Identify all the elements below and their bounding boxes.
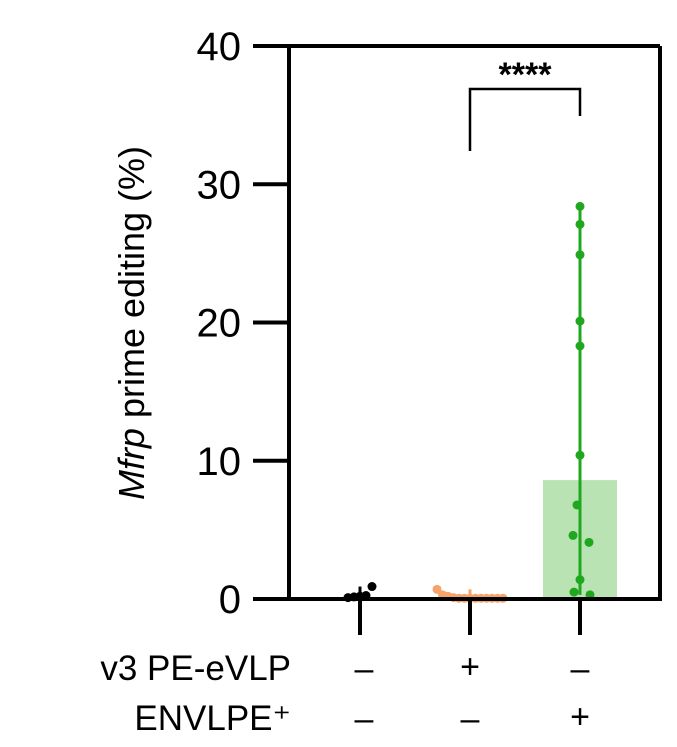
data-point — [367, 582, 377, 592]
condition-label: v3 PE-eVLP — [100, 649, 291, 688]
data-point — [575, 201, 585, 211]
data-point — [568, 530, 578, 540]
significance-bracket: **** — [468, 56, 582, 151]
data-point — [575, 219, 585, 229]
condition-value: – — [355, 650, 374, 688]
y-tick-label: 10 — [197, 440, 242, 484]
y-axis-label: Mfrp prime editing (%) — [111, 146, 152, 500]
condition-table: v3 PE-eVLP – + – ENVLPE⁺ – – + — [100, 648, 590, 738]
condition-value: + — [570, 698, 590, 736]
data-point — [575, 450, 585, 460]
data-point — [432, 584, 442, 594]
condition-label: ENVLPE⁺ — [134, 699, 291, 738]
bars — [343, 201, 617, 603]
y-tick-label: 40 — [197, 25, 242, 69]
significance-label: **** — [499, 56, 553, 94]
y-axis-title-rest: prime editing (%) — [111, 146, 152, 428]
condition-value: + — [460, 648, 480, 686]
y-tick-label: 0 — [219, 578, 241, 622]
data-point — [575, 575, 585, 585]
data-point — [572, 500, 582, 510]
y-tick-label: 20 — [197, 302, 242, 346]
data-point — [575, 341, 585, 351]
data-point — [584, 537, 594, 547]
data-point — [569, 587, 579, 597]
bar-group — [543, 201, 617, 600]
data-point — [575, 250, 585, 260]
y-axis-title-italic: Mfrp — [111, 428, 152, 500]
plot-frame — [287, 44, 662, 635]
condition-value: – — [355, 700, 374, 738]
bracket-line — [468, 87, 582, 151]
y-tick-label: 30 — [197, 163, 242, 207]
condition-value: – — [571, 650, 590, 688]
y-axis-title: Mfrp prime editing (%) — [111, 146, 152, 500]
data-point — [575, 316, 585, 326]
y-axis-ticks: 0 10 20 30 40 — [197, 25, 289, 622]
condition-value: – — [461, 700, 480, 738]
